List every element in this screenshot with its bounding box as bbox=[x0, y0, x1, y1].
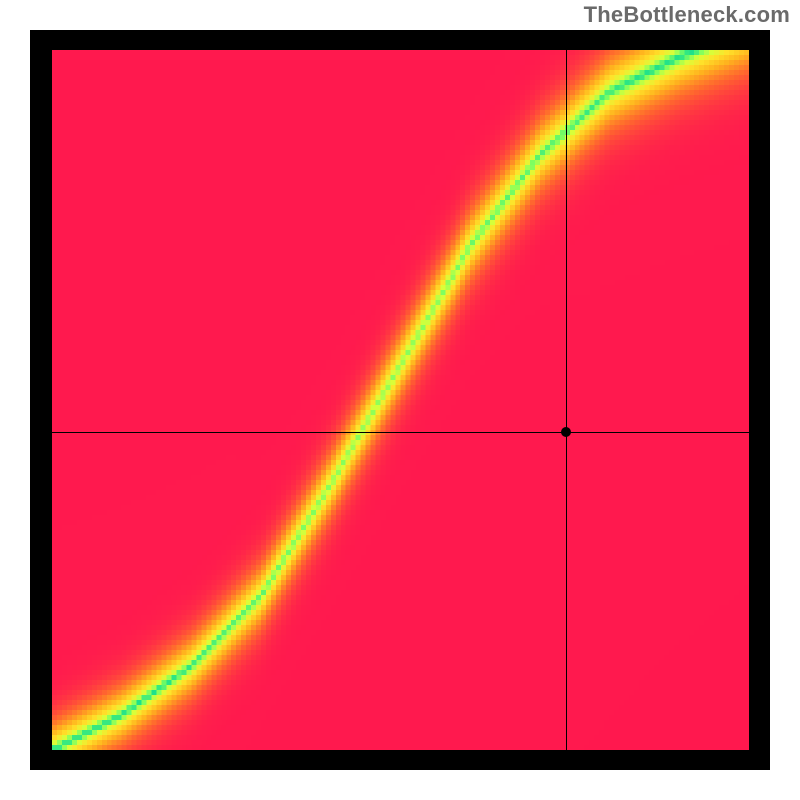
crosshair-vertical bbox=[566, 50, 567, 750]
watermark-text: TheBottleneck.com bbox=[584, 2, 790, 28]
crosshair-horizontal bbox=[52, 432, 749, 433]
heatmap-canvas bbox=[52, 50, 749, 750]
plot-frame bbox=[30, 30, 770, 770]
crosshair-marker bbox=[561, 427, 571, 437]
root: TheBottleneck.com bbox=[0, 0, 800, 800]
